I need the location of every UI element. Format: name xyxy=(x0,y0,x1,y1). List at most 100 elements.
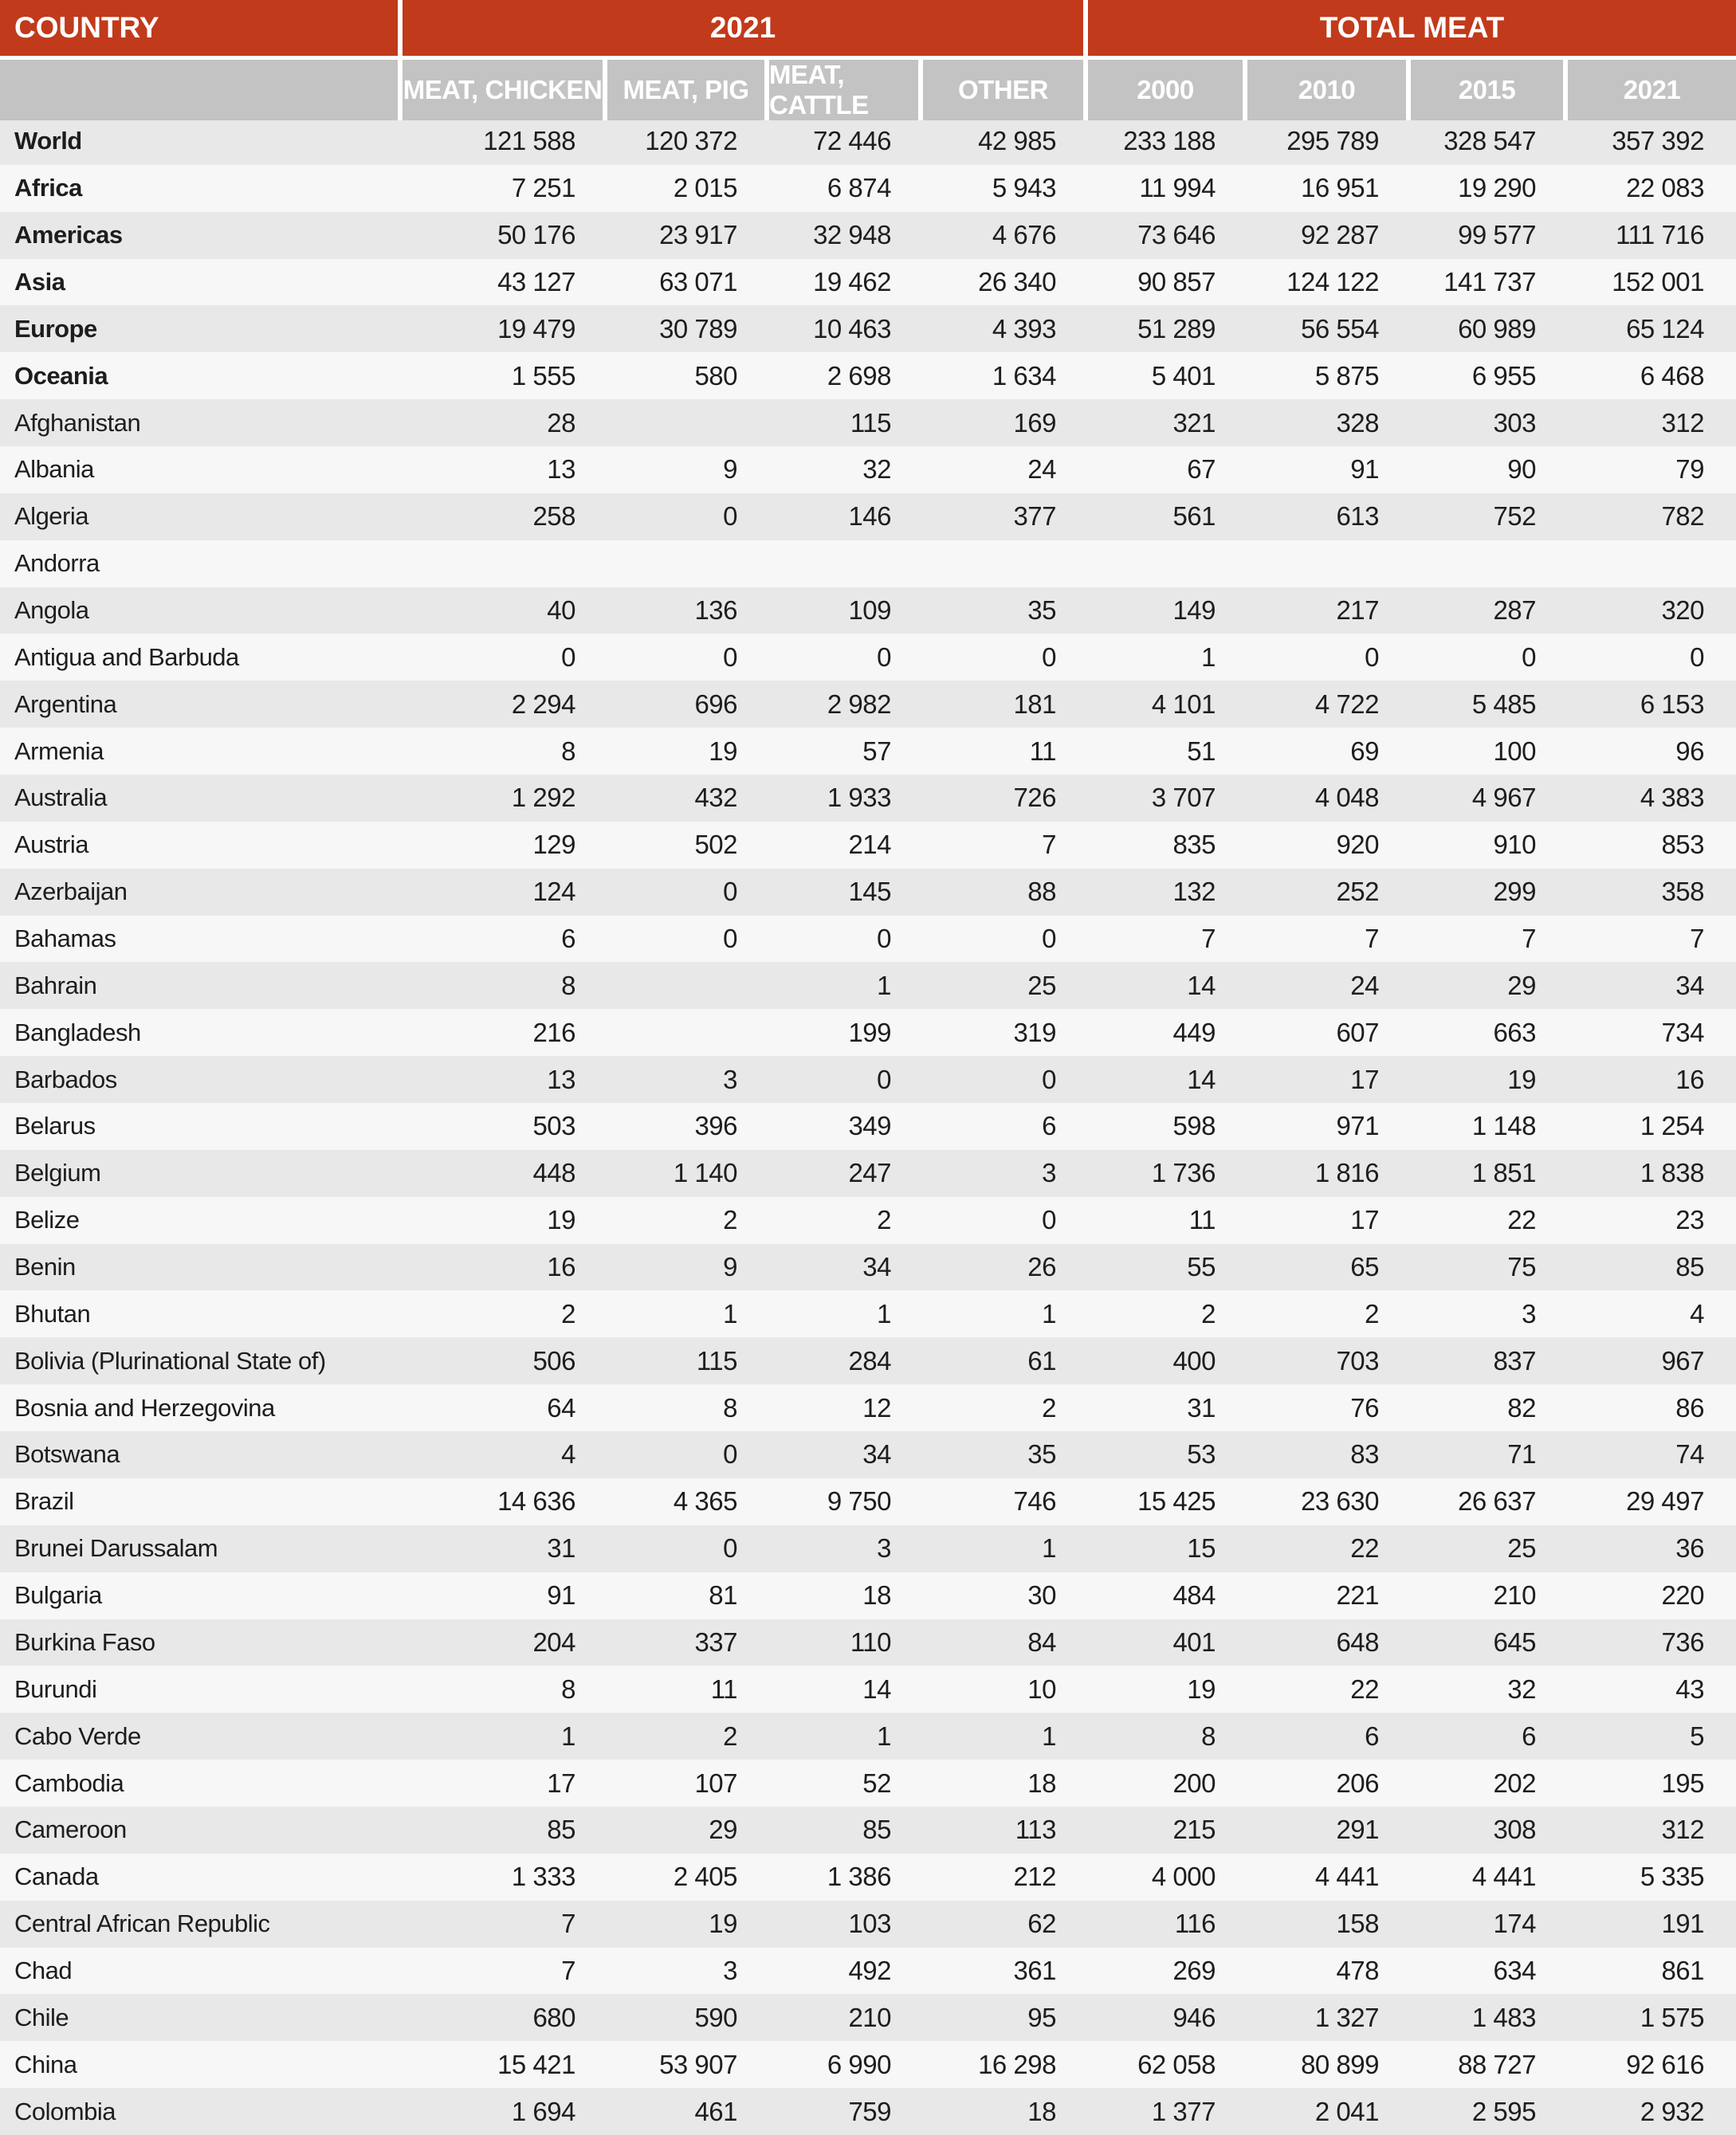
country-cell: Bhutan xyxy=(14,1299,91,1328)
value-cell: 2 xyxy=(1042,1392,1056,1423)
value-cell: 195 xyxy=(1661,1768,1704,1798)
table-row: Argentina 2 294 696 2 982 181 4 101 4 722 5 485… xyxy=(0,681,1736,728)
value-cell: 247 xyxy=(848,1158,891,1188)
value-cell: 295 789 xyxy=(1286,126,1379,156)
value-cell: 358 xyxy=(1661,877,1704,907)
value-cell: 120 372 xyxy=(645,126,737,156)
value-cell: 99 577 xyxy=(1458,220,1536,250)
value-cell: 86 xyxy=(1675,1392,1704,1423)
table-row: Asia 43 127 63 071 19 462 26 340 90 857 124 12… xyxy=(0,258,1736,306)
value-cell: 448 xyxy=(532,1158,575,1188)
value-cell: 920 xyxy=(1336,830,1379,860)
value-cell: 65 xyxy=(1350,1252,1379,1282)
value-cell: 0 xyxy=(723,1439,737,1470)
value-cell: 9 xyxy=(723,1252,737,1282)
value-cell: 109 xyxy=(848,595,891,626)
value-cell xyxy=(403,540,607,587)
value-cell: 1 xyxy=(877,1721,891,1751)
value-cell xyxy=(1247,540,1411,587)
value-cell: 5 335 xyxy=(1640,1862,1705,1892)
country-cell: Barbados xyxy=(14,1065,117,1093)
value-cell: 17 xyxy=(1350,1205,1379,1235)
value-cell: 169 xyxy=(1013,407,1056,438)
value-cell: 14 636 xyxy=(497,1486,575,1517)
value-cell: 145 xyxy=(848,877,891,907)
column-header-meat-pig: MEAT, PIG xyxy=(607,60,769,120)
value-cell: 0 xyxy=(1042,1205,1056,1235)
value-cell: 598 xyxy=(1172,1111,1216,1141)
value-cell: 835 xyxy=(1172,830,1216,860)
value-cell: 76 xyxy=(1350,1392,1379,1423)
value-cell: 5 875 xyxy=(1314,360,1380,391)
value-cell: 1 333 xyxy=(511,1862,576,1892)
country-cell: Central African Republic xyxy=(14,1909,270,1938)
value-cell: 703 xyxy=(1336,1345,1379,1376)
value-cell: 312 xyxy=(1661,407,1704,438)
value-cell: 1 xyxy=(1201,642,1216,672)
table-row: Australia 1 292 432 1 933 726 3 707 4 048 4 967… xyxy=(0,775,1736,822)
value-cell: 319 xyxy=(1013,1017,1056,1047)
value-cell: 1 933 xyxy=(827,783,892,813)
value-cell: 31 xyxy=(1187,1392,1216,1423)
value-cell: 69 xyxy=(1350,736,1379,766)
value-cell: 19 xyxy=(709,736,737,766)
value-cell: 590 xyxy=(694,2002,737,2032)
value-cell: 299 xyxy=(1493,877,1536,907)
value-cell: 81 xyxy=(709,1580,737,1611)
value-cell: 746 xyxy=(1013,1486,1056,1517)
value-cell: 6 153 xyxy=(1640,689,1705,719)
value-cell xyxy=(607,399,769,446)
value-cell: 9 750 xyxy=(827,1486,892,1517)
value-cell: 107 xyxy=(694,1768,737,1798)
value-cell: 0 xyxy=(877,1064,891,1094)
value-cell: 3 xyxy=(723,1064,737,1094)
value-cell: 146 xyxy=(848,501,891,532)
value-cell: 1 694 xyxy=(511,2096,576,2126)
value-cell: 1 386 xyxy=(827,1862,892,1892)
value-cell: 191 xyxy=(1661,1909,1704,1939)
column-header-other: OTHER xyxy=(923,60,1088,120)
value-cell: 18 xyxy=(1027,1768,1056,1798)
value-cell: 328 547 xyxy=(1443,126,1536,156)
value-cell: 1 327 xyxy=(1314,2002,1380,2032)
value-cell: 53 xyxy=(1187,1439,1216,1470)
value-cell: 1 148 xyxy=(1471,1111,1537,1141)
value-cell: 24 xyxy=(1350,970,1379,1000)
value-cell: 4 967 xyxy=(1471,783,1537,813)
value-cell: 91 xyxy=(547,1580,575,1611)
value-cell: 4 000 xyxy=(1151,1862,1216,1892)
value-cell: 2 405 xyxy=(673,1862,738,1892)
table-row: China 15 421 53 907 6 990 16 298 62 058 80 899… xyxy=(0,2041,1736,2089)
value-cell: 6 874 xyxy=(827,173,892,203)
value-cell: 3 xyxy=(877,1533,891,1564)
value-cell: 233 188 xyxy=(1123,126,1216,156)
value-cell: 72 446 xyxy=(813,126,891,156)
value-cell: 152 001 xyxy=(1612,267,1704,296)
table-row: Burundi 8 11 14 10 19 22 32 43 xyxy=(0,1666,1736,1713)
value-cell: 5 xyxy=(1690,1721,1704,1751)
value-cell: 645 xyxy=(1493,1627,1536,1657)
country-cell: Belarus xyxy=(14,1112,96,1140)
column-header-2015: 2015 xyxy=(1411,60,1568,120)
value-cell: 5 401 xyxy=(1151,360,1216,391)
value-cell: 18 xyxy=(862,1580,891,1611)
country-cell: Andorra xyxy=(14,549,100,578)
table-row: Canada 1 333 2 405 1 386 212 4 000 4 441 4 441 5… xyxy=(0,1853,1736,1901)
value-cell: 291 xyxy=(1336,1815,1379,1845)
value-cell: 0 xyxy=(723,1533,737,1564)
value-cell: 0 xyxy=(723,642,737,672)
value-cell: 34 xyxy=(1675,970,1704,1000)
value-cell: 680 xyxy=(532,2002,575,2032)
value-cell: 401 xyxy=(1172,1627,1216,1657)
value-cell: 752 xyxy=(1493,501,1536,532)
table-row: Albania 13 9 32 24 67 91 90 79 xyxy=(0,446,1736,493)
value-cell: 55 xyxy=(1187,1252,1216,1282)
value-cell: 61 xyxy=(1027,1345,1056,1376)
value-cell: 129 xyxy=(532,830,575,860)
country-subheader-empty xyxy=(0,60,403,120)
table-row: Chad 7 3 492 361 269 478 634 861 xyxy=(0,1947,1736,1995)
value-cell: 782 xyxy=(1661,501,1704,532)
value-cell: 79 xyxy=(1675,454,1704,485)
value-cell: 40 xyxy=(547,595,575,626)
